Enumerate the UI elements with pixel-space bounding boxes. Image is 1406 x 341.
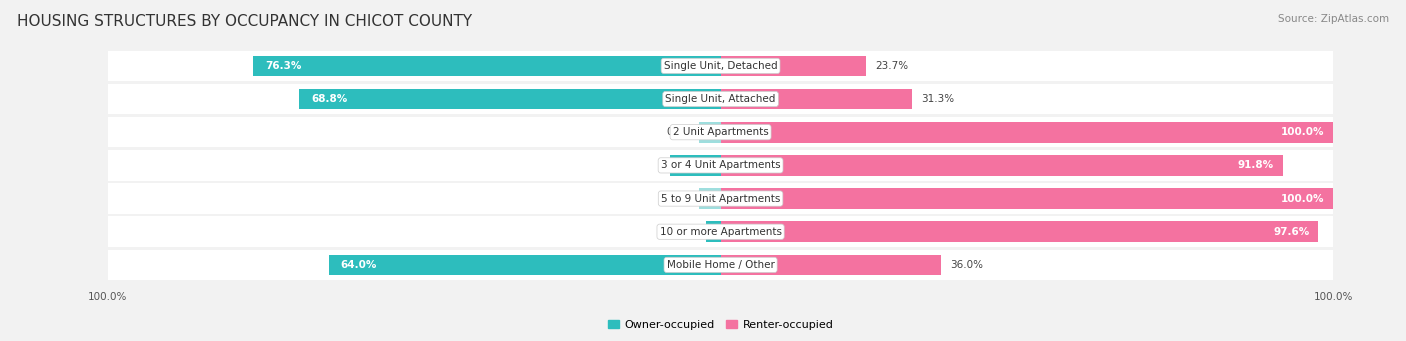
Text: 5 to 9 Unit Apartments: 5 to 9 Unit Apartments <box>661 194 780 204</box>
Text: 68.8%: 68.8% <box>311 94 347 104</box>
Text: 2.4%: 2.4% <box>685 227 711 237</box>
Bar <box>108 217 1333 247</box>
Text: 100.0%: 100.0% <box>1281 127 1324 137</box>
Text: Single Unit, Detached: Single Unit, Detached <box>664 61 778 71</box>
Bar <box>721 89 912 109</box>
Bar <box>721 188 1333 209</box>
Bar <box>721 221 1319 242</box>
Bar <box>108 117 1333 147</box>
Text: HOUSING STRUCTURES BY OCCUPANCY IN CHICOT COUNTY: HOUSING STRUCTURES BY OCCUPANCY IN CHICO… <box>17 14 472 29</box>
Text: 76.3%: 76.3% <box>266 61 302 71</box>
Bar <box>253 56 721 76</box>
Bar <box>671 155 721 176</box>
Bar <box>108 183 1333 214</box>
Bar <box>299 89 721 109</box>
Text: Mobile Home / Other: Mobile Home / Other <box>666 260 775 270</box>
Text: 10 or more Apartments: 10 or more Apartments <box>659 227 782 237</box>
Bar <box>721 155 1282 176</box>
Bar <box>108 150 1333 181</box>
Bar <box>706 221 721 242</box>
Text: 64.0%: 64.0% <box>340 260 377 270</box>
Bar <box>329 255 721 275</box>
Bar <box>721 122 1333 143</box>
Bar <box>721 56 866 76</box>
Text: 31.3%: 31.3% <box>921 94 955 104</box>
Text: 8.2%: 8.2% <box>685 160 711 170</box>
Text: 0.0%: 0.0% <box>666 127 693 137</box>
Text: 97.6%: 97.6% <box>1272 227 1309 237</box>
Text: 0.0%: 0.0% <box>666 194 693 204</box>
Bar <box>699 122 721 143</box>
Bar <box>108 84 1333 114</box>
Bar <box>108 50 1333 81</box>
Text: Single Unit, Attached: Single Unit, Attached <box>665 94 776 104</box>
Text: 2 Unit Apartments: 2 Unit Apartments <box>672 127 769 137</box>
Text: 3 or 4 Unit Apartments: 3 or 4 Unit Apartments <box>661 160 780 170</box>
Bar <box>721 255 941 275</box>
Bar <box>699 188 721 209</box>
Text: 36.0%: 36.0% <box>950 260 983 270</box>
Text: 91.8%: 91.8% <box>1237 160 1274 170</box>
Legend: Owner-occupied, Renter-occupied: Owner-occupied, Renter-occupied <box>603 315 838 334</box>
Text: 23.7%: 23.7% <box>875 61 908 71</box>
Bar <box>108 250 1333 280</box>
Text: Source: ZipAtlas.com: Source: ZipAtlas.com <box>1278 14 1389 24</box>
Text: 100.0%: 100.0% <box>1281 194 1324 204</box>
